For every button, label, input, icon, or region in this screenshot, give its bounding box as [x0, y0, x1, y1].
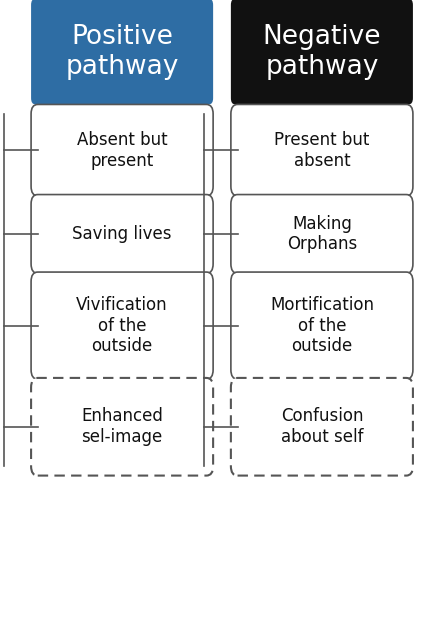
- FancyBboxPatch shape: [31, 378, 213, 476]
- FancyBboxPatch shape: [31, 272, 213, 379]
- FancyBboxPatch shape: [31, 0, 213, 104]
- Text: Saving lives: Saving lives: [72, 225, 172, 243]
- Text: Positive
pathway: Positive pathway: [65, 23, 179, 79]
- Text: Mortification
of the
outside: Mortification of the outside: [270, 296, 374, 356]
- Text: Present but
absent: Present but absent: [274, 131, 369, 170]
- Text: Making
Orphans: Making Orphans: [287, 215, 357, 253]
- FancyBboxPatch shape: [231, 194, 413, 273]
- FancyBboxPatch shape: [231, 104, 413, 196]
- Text: Absent but
present: Absent but present: [77, 131, 167, 170]
- FancyBboxPatch shape: [231, 0, 413, 104]
- FancyBboxPatch shape: [231, 272, 413, 379]
- Text: Confusion
about self: Confusion about self: [281, 407, 363, 446]
- Text: Negative
pathway: Negative pathway: [263, 23, 381, 79]
- FancyBboxPatch shape: [31, 194, 213, 273]
- Text: Enhanced
sel-image: Enhanced sel-image: [81, 407, 163, 446]
- Text: Vivification
of the
outside: Vivification of the outside: [76, 296, 168, 356]
- FancyBboxPatch shape: [231, 378, 413, 476]
- FancyBboxPatch shape: [31, 104, 213, 196]
